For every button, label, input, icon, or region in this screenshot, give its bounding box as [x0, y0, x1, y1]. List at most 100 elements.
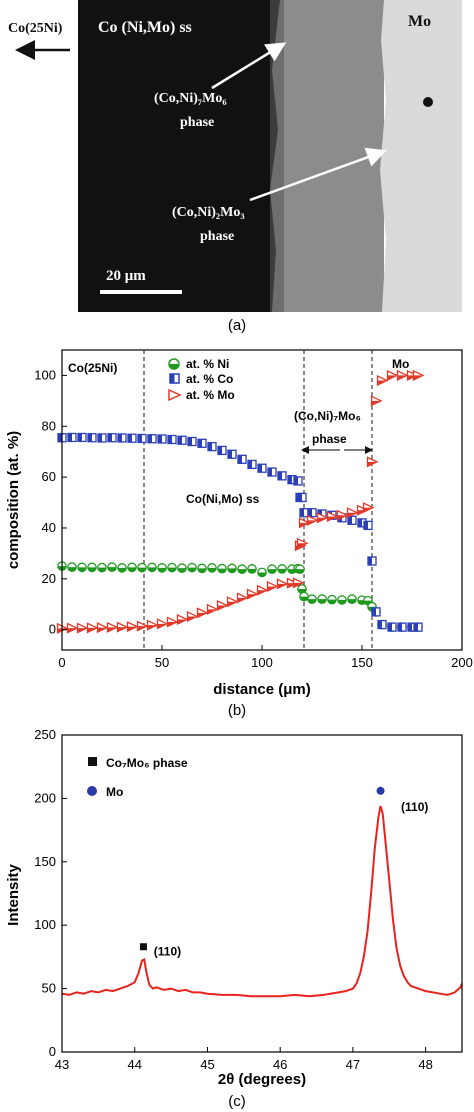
mo-point: [66, 622, 79, 634]
ytick-label-c: 150: [34, 854, 56, 869]
co-point: [167, 434, 177, 445]
ni-point: [299, 591, 309, 602]
co-point: [97, 433, 107, 443]
mo-point: [86, 622, 99, 634]
mo-point: [246, 588, 259, 600]
mo-point: [216, 599, 229, 612]
co-point: [197, 438, 207, 448]
ytick-label-c: 50: [42, 981, 56, 996]
legend-co-fill: [170, 374, 175, 383]
interface-band: [270, 0, 284, 312]
legend-co7mo6-marker: [88, 757, 97, 766]
phase76-arrow: [211, 42, 287, 90]
ni-point: [317, 594, 327, 605]
mo-point: [362, 502, 375, 514]
mo-point: [406, 369, 419, 381]
ni-point: [117, 563, 127, 573]
xtick-label-b: 100: [251, 655, 273, 670]
ni-point: [307, 594, 317, 605]
co-point: [307, 508, 317, 518]
ni-point: [167, 562, 177, 573]
co-point: [127, 433, 137, 443]
mo-point: [146, 619, 159, 631]
co-point: [297, 492, 307, 503]
scale-bar-label: 20 μm: [106, 268, 146, 284]
co-point: [299, 508, 309, 518]
plot-frame-b: [61, 349, 463, 651]
legend-co-label: at. % Co: [186, 372, 233, 386]
co-point: [107, 433, 117, 443]
legend-mo-marker-c: [87, 786, 97, 796]
ni-point: [347, 594, 357, 605]
xrd-chart-panel: 43 44 45 46 47 48 0 50 100 150 200 250 (110) (110) C…: [0, 720, 474, 1112]
mo-point: [346, 507, 359, 519]
ytick-label-c: 0: [49, 1044, 56, 1059]
co-point: [397, 622, 407, 632]
co-point: [87, 433, 97, 443]
co-point: [147, 434, 157, 444]
xtick-label-b: 200: [451, 655, 473, 670]
co-point: [177, 435, 187, 445]
xlabel-c: 2θ (degrees): [218, 1071, 306, 1088]
xtick-label-b: 0: [58, 655, 65, 670]
co-point: [257, 463, 267, 473]
mo-point: [156, 618, 169, 630]
mo-point: [370, 395, 383, 407]
mo-point: [292, 577, 305, 589]
co-point: [77, 432, 87, 443]
xtick-label-c: 44: [127, 1057, 141, 1072]
co-point: [247, 459, 257, 470]
mo-point: [298, 517, 311, 529]
mo-region: [380, 0, 462, 312]
ss-annotation: Co(Ni,Mo) ss: [186, 492, 260, 506]
peak-label: (110): [401, 800, 428, 814]
scale-bar: [100, 290, 182, 294]
mo-point: [206, 603, 219, 615]
mo-point: [306, 514, 319, 526]
phase76-label-line2: phase: [180, 115, 214, 130]
mo-point: [326, 510, 339, 523]
mo-label: Mo: [408, 13, 431, 30]
co-point: [67, 432, 77, 443]
mo-point: [412, 369, 425, 381]
ni-point: [77, 562, 87, 573]
peak-label: (110): [154, 945, 181, 959]
co-point: [347, 515, 357, 525]
co-point: [237, 454, 247, 464]
ss-region: [78, 0, 280, 312]
xtick-label-c: 45: [200, 1057, 214, 1072]
mo-point: [276, 578, 289, 590]
ni-point: [217, 563, 227, 574]
ni-point: [227, 563, 237, 574]
co7mo6-peak-marker: [139, 943, 147, 951]
mo-point: [286, 577, 299, 589]
phase-region: [270, 0, 384, 312]
panel-label-b: (b): [228, 702, 246, 719]
co-point: [371, 607, 381, 617]
mo-peak-marker: [376, 786, 385, 795]
mo-point: [96, 622, 109, 634]
ni-point: [337, 595, 347, 605]
ni-point: [97, 562, 107, 573]
mo-point: [176, 613, 189, 626]
ylabel-c: Intensity: [5, 864, 22, 926]
plot-frame-c: [61, 734, 463, 1053]
ytick-label-b: 0: [49, 622, 56, 637]
ni-point: [137, 562, 147, 573]
ni-point: [147, 562, 157, 573]
ni-point: [297, 584, 307, 594]
mo-point: [256, 584, 269, 596]
mo-point: [266, 580, 279, 592]
mo-point: [336, 509, 349, 521]
phase-annotation-line1: (Co,Ni)₇Mo₆: [294, 409, 361, 423]
xtick-label-b: 50: [155, 655, 169, 670]
micrograph-svg: Co(25Ni) Co (Ni,Mo) ss Mo (Co,Ni)₇Mo₆ ph…: [8, 0, 462, 334]
legend-b: at. % Ni at. % Co at. % Mo: [168, 357, 235, 402]
mo-point: [136, 620, 149, 632]
legend-c: Co₇Mo₆ phase Mo: [87, 756, 188, 799]
composition-chart: 0 50 100 150 200 0 20 40 60 80 100 Co(25Ni) Mo (Co…: [5, 349, 473, 719]
xlabel-b: distance (μm): [213, 681, 311, 698]
co-point: [157, 434, 167, 444]
mo-annotation: Mo: [392, 357, 409, 371]
co-point: [207, 441, 217, 452]
